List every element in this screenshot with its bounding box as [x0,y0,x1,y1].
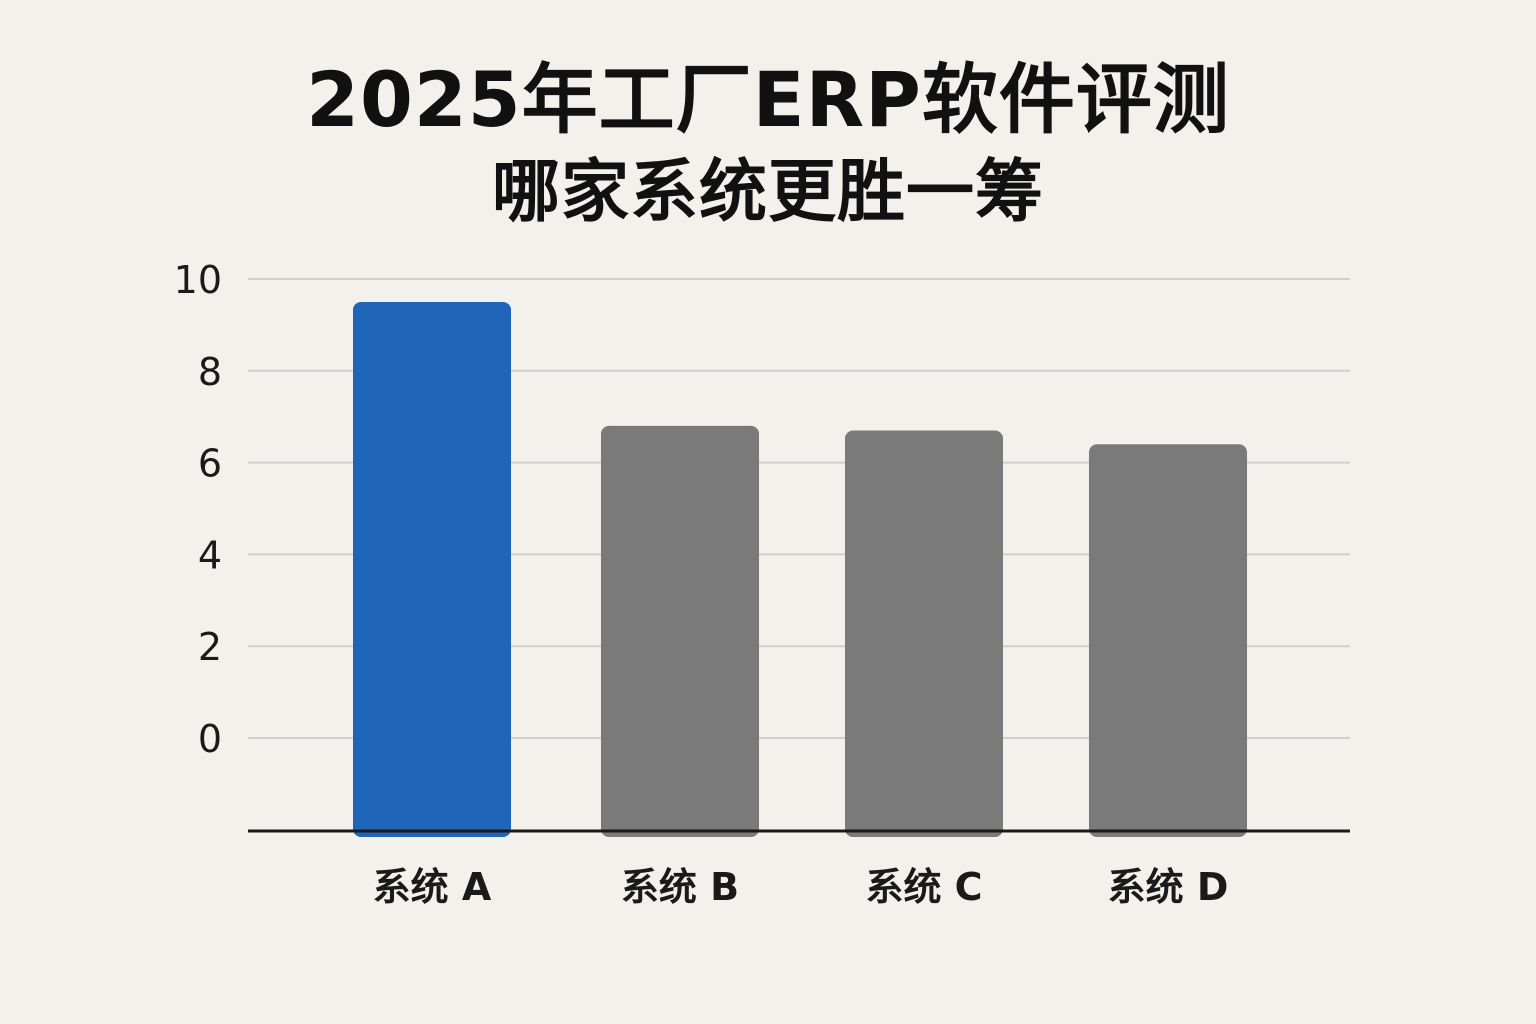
chart-title: 2025年工厂ERP软件评测 [306,55,1230,144]
x-tick-label: 系统 C [865,865,982,909]
x-tick-label: 系统 D [1108,865,1229,909]
chart-subtitle: 哪家系统更胜一筹 [491,153,1044,232]
bar-3 [845,430,1003,837]
bar-1 [353,301,511,837]
y-tick-label: 6 [198,442,222,486]
y-tick-label: 4 [198,533,222,577]
x-tick-label: 系统 A [373,865,492,909]
y-tick-label: 10 [174,258,222,302]
x-tick-label: 系统 B [621,865,739,909]
y-tick-label: 2 [198,625,222,669]
y-tick-label: 0 [198,717,222,761]
bar-4 [1089,444,1247,837]
y-tick-label: 8 [198,350,222,394]
bar-2 [601,425,759,837]
